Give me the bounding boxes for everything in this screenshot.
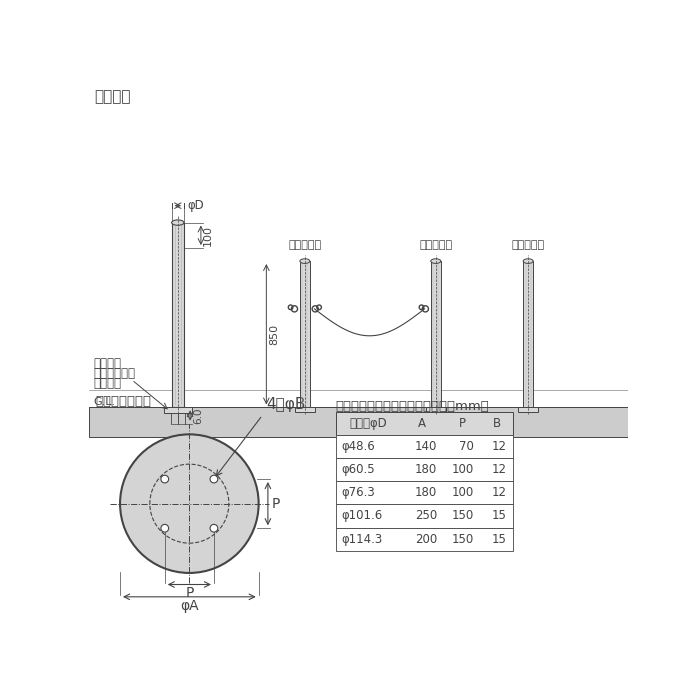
Text: 両フック付: 両フック付 — [288, 240, 321, 251]
Bar — [90, 407, 629, 437]
Text: φA: φA — [180, 599, 199, 613]
Text: 100: 100 — [203, 225, 214, 246]
Text: φ48.6: φ48.6 — [341, 440, 374, 453]
Text: P: P — [272, 497, 280, 511]
Ellipse shape — [172, 220, 184, 225]
Circle shape — [161, 524, 169, 532]
Bar — [336, 482, 512, 505]
Bar — [523, 261, 533, 407]
Text: 支柱径φD: 支柱径φD — [349, 417, 387, 430]
Text: 100: 100 — [452, 486, 475, 499]
Bar — [518, 407, 538, 412]
Text: アンカー固定: アンカー固定 — [93, 368, 135, 380]
Text: 250: 250 — [415, 510, 438, 522]
Text: 150: 150 — [452, 510, 475, 522]
Text: （別途）: （別途） — [93, 377, 121, 391]
Text: ベースプレート寸法表　＜単位：mm＞: ベースプレート寸法表 ＜単位：mm＞ — [336, 400, 489, 413]
Text: P: P — [458, 417, 466, 430]
Text: φ114.3: φ114.3 — [341, 533, 382, 545]
Bar — [164, 407, 192, 413]
Bar — [336, 458, 512, 482]
Circle shape — [120, 434, 259, 573]
Bar — [430, 261, 441, 407]
Text: A: A — [419, 417, 426, 430]
Bar — [336, 435, 512, 458]
Text: 12: 12 — [491, 440, 507, 453]
Text: 850: 850 — [270, 323, 279, 345]
Text: 150: 150 — [452, 533, 475, 545]
Text: φ101.6: φ101.6 — [341, 510, 382, 522]
Text: φ76.3: φ76.3 — [341, 486, 374, 499]
Text: φD: φD — [187, 199, 204, 212]
Circle shape — [210, 524, 218, 532]
Bar — [336, 412, 512, 435]
Circle shape — [161, 475, 169, 483]
Bar — [336, 528, 512, 551]
Text: ベースプレート: ベースプレート — [95, 395, 151, 408]
Text: 製品図面: 製品図面 — [94, 90, 130, 104]
Text: G.L.: G.L. — [94, 397, 116, 407]
Text: 6.0: 6.0 — [193, 407, 203, 424]
Text: B: B — [493, 417, 500, 430]
Bar — [300, 261, 310, 407]
Text: φ60.5: φ60.5 — [341, 463, 374, 476]
Bar — [295, 407, 315, 412]
Text: P: P — [186, 586, 193, 600]
Text: 140: 140 — [415, 440, 438, 453]
Text: フックなし: フックなし — [512, 240, 545, 251]
Circle shape — [210, 475, 218, 483]
Text: 15: 15 — [491, 510, 507, 522]
Text: 15: 15 — [491, 533, 507, 545]
Text: 70: 70 — [459, 440, 475, 453]
Ellipse shape — [430, 259, 441, 263]
Text: 片フック付: 片フック付 — [419, 240, 452, 251]
Bar — [172, 223, 184, 407]
Text: 100: 100 — [452, 463, 475, 476]
Ellipse shape — [523, 259, 533, 263]
Text: 180: 180 — [415, 486, 438, 499]
Text: 180: 180 — [415, 463, 438, 476]
Text: 12: 12 — [491, 486, 507, 499]
Text: 4－φB: 4－φB — [266, 398, 306, 412]
Text: 12: 12 — [491, 463, 507, 476]
Ellipse shape — [300, 259, 310, 263]
Bar — [426, 407, 446, 412]
Text: あと施工: あと施工 — [93, 357, 121, 370]
Bar — [336, 505, 512, 528]
Text: 200: 200 — [415, 533, 438, 545]
